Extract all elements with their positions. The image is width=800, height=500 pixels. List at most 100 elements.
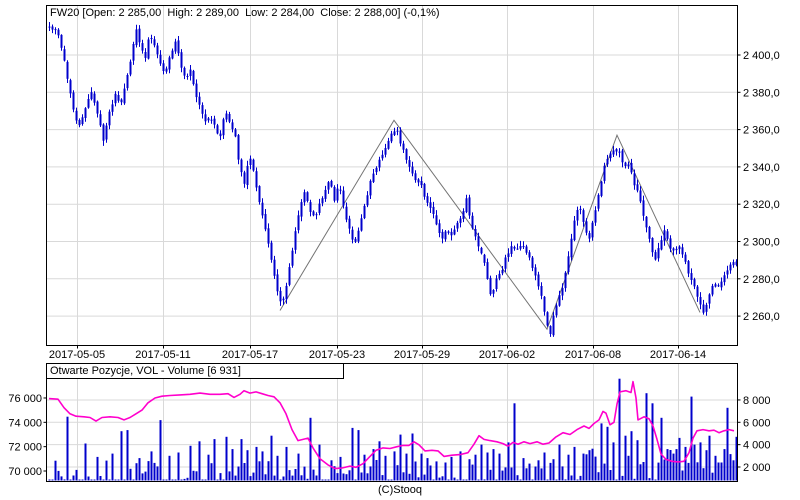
- volume-bar: [183, 478, 186, 481]
- price-candle-body: [360, 218, 363, 231]
- price-candle-body: [276, 274, 279, 292]
- price-candle-body: [201, 105, 204, 114]
- volume-bar: [96, 456, 99, 481]
- copyright-label: (C)Stooq: [377, 484, 423, 496]
- price-candle-body: [639, 190, 642, 202]
- price-tick-label: 2 340,0: [743, 162, 780, 174]
- price-candle-body: [621, 150, 624, 163]
- price-candle-body: [579, 208, 582, 210]
- price-tick-label: 2 320,0: [743, 199, 780, 211]
- price-candle-body: [657, 248, 660, 259]
- volume-bar: [147, 461, 150, 481]
- price-candle-body: [348, 218, 351, 229]
- volume-tick-label: 6 000: [743, 417, 771, 429]
- price-candle-body: [384, 148, 387, 155]
- price-candle-body: [186, 76, 189, 77]
- volume-bar: [732, 460, 735, 481]
- volume-bar: [657, 462, 660, 481]
- volume-bar: [384, 455, 387, 481]
- price-candle-body: [702, 304, 705, 313]
- price-candle-body: [207, 118, 210, 121]
- volume-bar: [375, 460, 378, 481]
- volume-bar: [417, 477, 420, 481]
- price-candle-body: [510, 246, 513, 254]
- volume-bar: [372, 449, 375, 481]
- volume-bar: [66, 416, 69, 481]
- volume-bar: [189, 445, 192, 481]
- price-candle-body: [192, 70, 195, 85]
- x-tick-label: 2017-06-02: [479, 349, 535, 361]
- volume-bar: [654, 479, 657, 481]
- volume-bar: [309, 417, 312, 481]
- volume-bar: [549, 462, 552, 481]
- price-candle-body: [51, 26, 54, 30]
- volume-bar: [93, 479, 96, 481]
- price-candle-body: [327, 182, 330, 190]
- volume-bar: [393, 451, 396, 481]
- price-candle-body: [165, 68, 168, 72]
- volume-bar: [282, 476, 285, 481]
- price-candle-body: [531, 257, 534, 268]
- volume-bar: [78, 479, 81, 481]
- volume-bar: [207, 454, 210, 481]
- price-candle-body: [492, 290, 495, 294]
- price-tick-label: 2 280,0: [743, 274, 780, 286]
- volume-bar: [519, 479, 522, 481]
- tick-layer: [43, 54, 741, 472]
- price-candle-body: [435, 215, 438, 225]
- volume-bar: [231, 449, 234, 481]
- price-candle-body: [147, 39, 150, 59]
- price-candle-body: [405, 149, 408, 160]
- price-candle-body: [690, 273, 693, 280]
- volume-bar: [306, 478, 309, 481]
- volume-bar: [411, 433, 414, 481]
- price-candle-body: [624, 162, 627, 166]
- price-candle-body: [600, 181, 603, 196]
- price-candle-body: [648, 227, 651, 239]
- volume-bar: [57, 470, 60, 481]
- price-candle-body: [321, 198, 324, 204]
- volume-bar: [585, 454, 588, 481]
- volume-bar: [621, 475, 624, 481]
- price-candle-body: [213, 118, 216, 125]
- volume-bar: [342, 473, 345, 481]
- price-candle-body: [729, 264, 732, 271]
- price-candle-body: [231, 122, 234, 130]
- price-candle-body: [627, 164, 630, 167]
- volume-bar: [669, 450, 672, 481]
- price-candle-body: [618, 151, 621, 153]
- price-candle-body: [663, 230, 666, 241]
- price-candle-body: [468, 197, 471, 216]
- volume-bar: [348, 470, 351, 481]
- volume-bar: [129, 468, 132, 481]
- price-candle-body: [633, 173, 636, 186]
- volume-bar: [516, 475, 519, 481]
- volume-bar: [126, 430, 129, 481]
- volume-bar: [531, 479, 534, 481]
- price-candle-body: [681, 247, 684, 255]
- price-candle-body: [672, 248, 675, 251]
- volume-bar: [681, 470, 684, 481]
- volume-bar: [186, 477, 189, 481]
- price-candle-body: [504, 257, 507, 269]
- volume-bar: [258, 461, 261, 481]
- price-candle-body: [216, 125, 219, 134]
- price-candle-body: [498, 273, 501, 279]
- volume-bar: [444, 462, 447, 481]
- volume-bar: [138, 458, 141, 481]
- price-candle-body: [450, 231, 453, 236]
- volume-bar: [477, 479, 480, 481]
- x-tick-label: 2017-05-05: [49, 349, 105, 361]
- price-candle-body: [717, 285, 720, 287]
- price-candle-body: [141, 43, 144, 51]
- volume-bar: [726, 407, 729, 481]
- volume-bar: [597, 472, 600, 481]
- price-candle-body: [570, 238, 573, 258]
- volume-bar: [591, 448, 594, 481]
- price-candle-body: [363, 205, 366, 219]
- volume-bar: [480, 444, 483, 481]
- price-candle-body: [285, 285, 288, 300]
- price-candle-body: [330, 181, 333, 187]
